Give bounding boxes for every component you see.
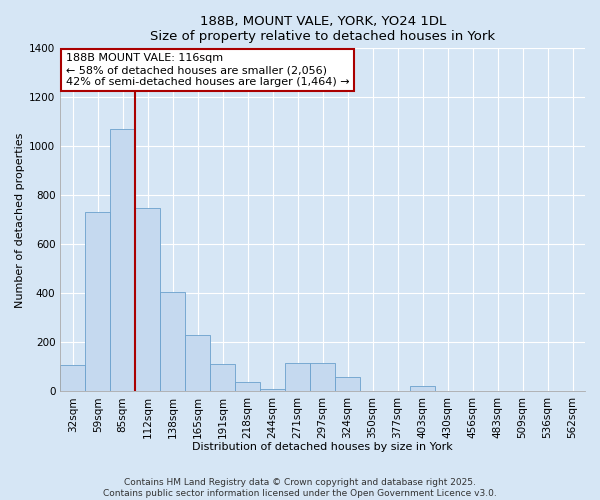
X-axis label: Distribution of detached houses by size in York: Distribution of detached houses by size … <box>192 442 453 452</box>
Bar <box>410 386 435 392</box>
Bar <box>260 389 285 392</box>
Bar <box>135 208 160 392</box>
Bar <box>185 335 210 392</box>
Bar <box>110 129 135 392</box>
Bar <box>160 292 185 392</box>
Title: 188B, MOUNT VALE, YORK, YO24 1DL
Size of property relative to detached houses in: 188B, MOUNT VALE, YORK, YO24 1DL Size of… <box>150 15 495 43</box>
Bar <box>60 365 85 392</box>
Bar <box>85 212 110 392</box>
Text: Contains HM Land Registry data © Crown copyright and database right 2025.
Contai: Contains HM Land Registry data © Crown c… <box>103 478 497 498</box>
Bar <box>210 364 235 392</box>
Bar <box>310 363 335 392</box>
Bar <box>235 382 260 392</box>
Bar <box>285 363 310 392</box>
Text: 188B MOUNT VALE: 116sqm
← 58% of detached houses are smaller (2,056)
42% of semi: 188B MOUNT VALE: 116sqm ← 58% of detache… <box>65 54 349 86</box>
Y-axis label: Number of detached properties: Number of detached properties <box>15 132 25 308</box>
Bar <box>335 376 360 392</box>
